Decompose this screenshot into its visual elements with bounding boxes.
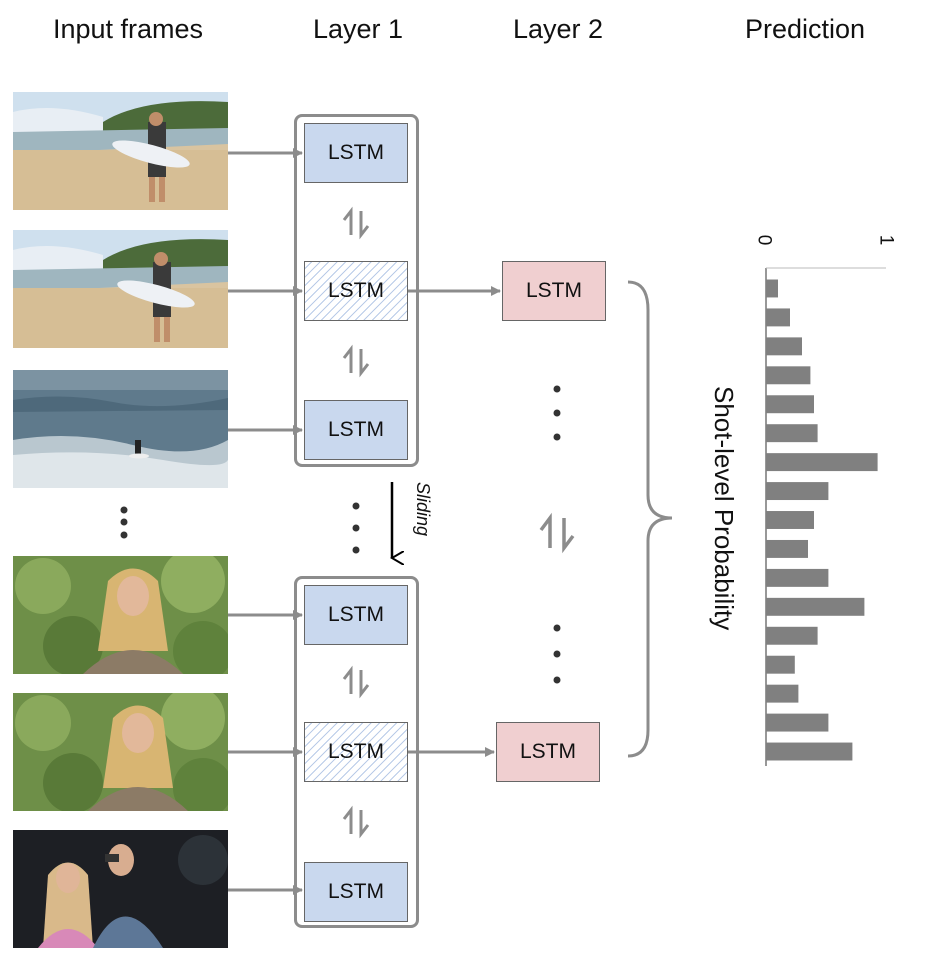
lstm-layer1-cell-selected: LSTM <box>304 261 408 321</box>
probability-bar <box>766 482 829 501</box>
shot-level-probability-label: Shot-level Probability <box>709 386 739 631</box>
ellipsis-layer1-icon <box>352 502 360 554</box>
probability-bar <box>766 337 802 356</box>
layer1-window-top <box>294 114 419 467</box>
header-layer1: Layer 1 <box>312 14 404 44</box>
input-frame-woman-1 <box>13 556 228 674</box>
lstm-layer2-cell: LSTM <box>496 722 600 782</box>
ellipsis-layer2-top-icon <box>553 385 561 441</box>
input-frame-beach-1 <box>13 92 228 210</box>
probability-bar <box>766 684 799 703</box>
input-frame-beach-2 <box>13 230 228 348</box>
probability-bar <box>766 511 814 529</box>
lstm-layer1-cell: LSTM <box>304 400 408 460</box>
header-prediction: Prediction <box>744 14 866 44</box>
bidirectional-arrow-icon <box>342 344 370 378</box>
lstm-layer1-cell: LSTM <box>304 862 408 922</box>
sliding-label: Sliding <box>413 482 433 537</box>
probability-bar <box>766 308 790 327</box>
tick-label-0: 0 <box>753 234 775 246</box>
probability-bar <box>766 366 811 385</box>
probability-bar <box>766 279 778 298</box>
grouping-brace <box>627 280 673 758</box>
bidirectional-arrow-icon <box>342 206 370 240</box>
layer1-window-bottom <box>294 576 419 928</box>
lstm-layer1-cell: LSTM <box>304 123 408 183</box>
probability-bar <box>766 424 818 443</box>
probability-bar <box>766 597 865 616</box>
probability-bar <box>766 395 814 414</box>
probability-bar <box>766 453 878 472</box>
header-input-frames: Input frames <box>52 14 204 44</box>
probability-bar <box>766 655 795 674</box>
input-frame-couple <box>13 830 228 948</box>
lstm-layer1-cell-selected: LSTM <box>304 722 408 782</box>
ellipsis-layer2-bottom-icon <box>553 624 561 684</box>
tick-label-1: 1 <box>875 234 897 246</box>
probability-bar-chart <box>765 267 886 766</box>
ellipsis-frames-icon <box>120 506 128 539</box>
probability-bar <box>766 568 829 587</box>
probability-bar <box>766 539 808 558</box>
bidirectional-arrow-icon <box>342 805 370 839</box>
input-frame-woman-2 <box>13 693 228 811</box>
probability-bar <box>766 742 853 761</box>
input-frame-wave <box>13 370 228 488</box>
lstm-layer2-cell: LSTM <box>502 261 606 321</box>
probability-bar <box>766 626 818 645</box>
lstm-layer1-cell: LSTM <box>304 585 408 645</box>
bidirectional-arrow-icon <box>342 665 370 699</box>
bidirectional-arrow-icon <box>539 512 575 554</box>
probability-bar <box>766 713 829 732</box>
header-layer2: Layer 2 <box>512 14 604 44</box>
